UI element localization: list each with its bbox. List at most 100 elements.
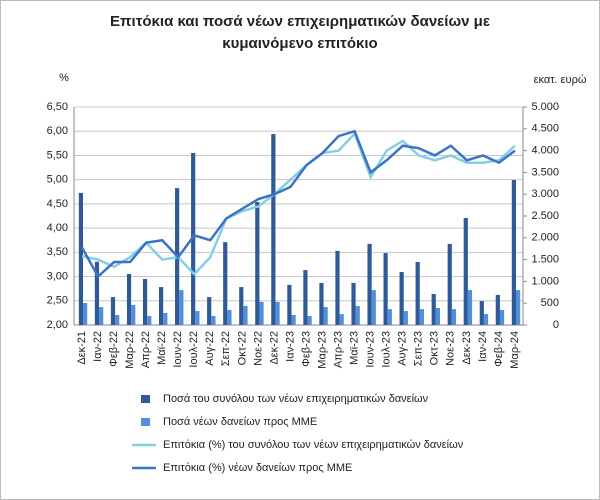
bar bbox=[383, 253, 388, 325]
legend-label: Επιτόκια (%) του συνόλου των νέων επιχει… bbox=[163, 439, 464, 451]
bar bbox=[463, 217, 468, 325]
bar bbox=[355, 306, 360, 325]
bar bbox=[195, 311, 200, 325]
bar bbox=[515, 290, 521, 325]
y2-tick-label: 2.000 bbox=[531, 232, 559, 244]
bar bbox=[403, 311, 408, 325]
bar bbox=[142, 279, 148, 325]
bar bbox=[447, 243, 452, 325]
x-tick-label: Ιαν-23 bbox=[284, 331, 296, 362]
y2-tick-label: 4.500 bbox=[531, 123, 559, 135]
x-tick-label: Οκτ-22 bbox=[236, 331, 248, 365]
y-tick-label: 4,50 bbox=[47, 198, 68, 210]
y-tick-label: 5,50 bbox=[47, 149, 68, 161]
x-tick-label: Ιουλ-23 bbox=[381, 331, 393, 368]
bar bbox=[211, 316, 216, 325]
x-tick-label: Σεπ-22 bbox=[220, 331, 232, 366]
x-tick-label: Φεβ-23 bbox=[300, 331, 312, 367]
bar bbox=[126, 273, 132, 325]
x-tick-label: Ιουν-22 bbox=[172, 331, 184, 368]
x-tick-label: Δεκ-21 bbox=[76, 331, 88, 365]
bar bbox=[351, 282, 356, 325]
bar bbox=[435, 307, 441, 325]
bar bbox=[323, 307, 328, 325]
bar bbox=[255, 202, 260, 325]
legend-label: Ποσά του συνόλου των νέων επιχειρηματικώ… bbox=[163, 393, 429, 405]
x-tick-label: Απρ-23 bbox=[332, 331, 344, 368]
x-tick-label: Νοε-22 bbox=[252, 331, 264, 366]
bar bbox=[243, 306, 248, 325]
bar bbox=[191, 152, 196, 325]
x-tick-label: Μαϊ-22 bbox=[156, 331, 168, 365]
x-tick-label: Ιουν-23 bbox=[365, 331, 377, 368]
x-tick-label: Δεκ-23 bbox=[461, 331, 473, 365]
x-tick-label: Απρ-22 bbox=[140, 331, 152, 368]
x-tick-label: Μαρ-24 bbox=[509, 331, 521, 369]
bar bbox=[387, 309, 392, 325]
x-tick-label: Μαρ-23 bbox=[316, 331, 328, 369]
y-tick-label: 2,00 bbox=[47, 319, 68, 331]
x-tick-label: Ιαν-22 bbox=[92, 331, 104, 362]
bar bbox=[78, 192, 84, 325]
bar bbox=[147, 316, 152, 325]
bar bbox=[303, 270, 308, 325]
legend-label: Επιτόκια (%) νέων δανείων προς ΜΜΕ bbox=[163, 462, 352, 474]
y-tick-label: 6,50 bbox=[47, 101, 68, 113]
bar bbox=[94, 261, 100, 325]
chart-title: κυμαινόμενο επιτόκιο bbox=[222, 35, 377, 52]
x-tick-label: Δεκ-22 bbox=[268, 331, 280, 365]
y2-tick-label: 2.500 bbox=[531, 210, 559, 222]
bar bbox=[275, 301, 280, 325]
x-tick-label: Ιαν-24 bbox=[477, 331, 489, 362]
x-tick-label: Αυγ-22 bbox=[204, 331, 216, 366]
bar bbox=[479, 301, 484, 325]
bar bbox=[419, 309, 424, 325]
x-tick-label: Μαϊ-23 bbox=[349, 331, 361, 365]
bar bbox=[495, 294, 500, 325]
bar bbox=[110, 297, 116, 325]
x-tick-label: Μαρ-22 bbox=[124, 331, 136, 369]
x-tick-label: Νοε-23 bbox=[445, 331, 457, 366]
x-tick-label: Οκτ-23 bbox=[429, 331, 441, 365]
bar bbox=[259, 301, 264, 325]
bar bbox=[467, 290, 473, 325]
bar bbox=[223, 242, 228, 325]
legend-label: Ποσά νέων δανείων προς ΜΜΕ bbox=[163, 416, 317, 428]
bar bbox=[239, 287, 244, 325]
bar bbox=[179, 290, 184, 325]
y2-tick-label: 0 bbox=[553, 319, 559, 331]
bar bbox=[307, 316, 312, 325]
bar bbox=[99, 307, 104, 325]
y2-tick-label: 500 bbox=[541, 297, 559, 309]
x-tick-label: Σεπ-23 bbox=[413, 331, 425, 366]
bar bbox=[83, 302, 88, 325]
bar bbox=[499, 309, 505, 325]
y-tick-label: 5,00 bbox=[47, 174, 68, 186]
y-tick-label: 4,00 bbox=[47, 222, 68, 234]
bar bbox=[271, 134, 276, 325]
bar bbox=[335, 250, 340, 325]
legend-swatch bbox=[141, 418, 150, 426]
bar bbox=[163, 313, 168, 325]
bar bbox=[158, 287, 164, 325]
bar bbox=[483, 314, 489, 325]
y2-tick-label: 3.500 bbox=[531, 166, 559, 178]
bar bbox=[287, 284, 292, 325]
bar bbox=[371, 290, 376, 325]
line bbox=[80, 129, 516, 279]
bar bbox=[291, 314, 296, 325]
y-tick-label: 6,00 bbox=[47, 125, 68, 137]
bar bbox=[115, 314, 120, 325]
y-axis-label: % bbox=[59, 72, 69, 84]
bar bbox=[131, 304, 136, 325]
y2-axis-label: εκατ. ευρώ bbox=[534, 74, 587, 86]
chart-title: Επιτόκια και ποσά νέων επιχειρηματικών δ… bbox=[110, 13, 490, 30]
bar bbox=[511, 180, 516, 325]
y-tick-label: 3,50 bbox=[47, 246, 68, 258]
bar bbox=[339, 314, 344, 325]
line bbox=[81, 131, 516, 276]
x-tick-label: Φεβ-24 bbox=[493, 331, 505, 367]
